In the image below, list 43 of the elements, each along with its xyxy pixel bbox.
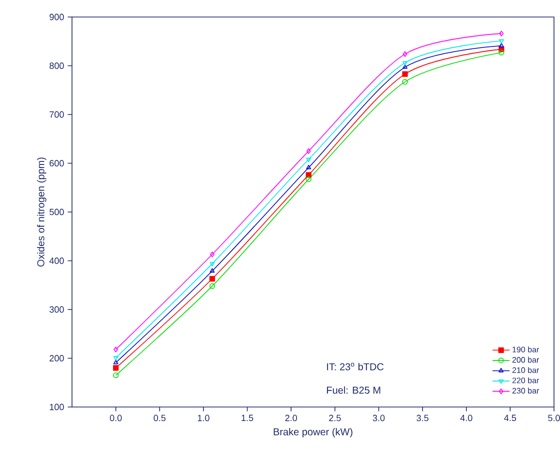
point bbox=[209, 276, 216, 282]
point bbox=[306, 176, 312, 182]
point bbox=[210, 262, 215, 266]
annotation: IT: 23$^{o}$ bTDC bbox=[327, 362, 384, 370]
point bbox=[402, 71, 408, 77]
point bbox=[402, 51, 408, 57]
x-axis-title: Brake power (kW) bbox=[274, 428, 352, 438]
annotation: Fuel: B25 M bbox=[326, 386, 380, 394]
x-tick-label: 3.5 bbox=[416, 414, 428, 422]
y-tick-label: 900 bbox=[50, 14, 64, 20]
point bbox=[306, 164, 312, 170]
x-tick-label: 0.0 bbox=[110, 414, 122, 422]
point bbox=[306, 158, 312, 162]
x-tick-label: 1.5 bbox=[242, 414, 254, 422]
point bbox=[113, 365, 119, 371]
y-tick-label: 200 bbox=[50, 355, 64, 362]
y-tick-label: 700 bbox=[50, 111, 64, 118]
legend-label: 190 bar bbox=[512, 346, 539, 352]
legend-label: 220 bar bbox=[512, 377, 539, 384]
x-tick-label: 5.0 bbox=[548, 414, 560, 422]
legend-label: 210 bar bbox=[512, 367, 539, 373]
y-axis-title: Oxides of nitrogen (ppm) bbox=[37, 158, 46, 267]
x-tick-label: 4.0 bbox=[460, 414, 472, 422]
y-tick-label: 500 bbox=[50, 208, 64, 216]
point bbox=[210, 268, 215, 273]
y-tick-label: 300 bbox=[50, 306, 64, 313]
point bbox=[402, 61, 408, 66]
x-tick-label: 2.0 bbox=[285, 414, 297, 422]
point bbox=[209, 283, 216, 289]
y-tick-label: 100 bbox=[50, 404, 64, 410]
x-tick-label: 4.5 bbox=[504, 414, 516, 422]
x-tick-label: 2.5 bbox=[329, 414, 341, 422]
point bbox=[306, 148, 311, 154]
y-tick-label: 800 bbox=[50, 62, 64, 69]
legend-label: 200 bar bbox=[512, 356, 539, 363]
y-tick-label: 400 bbox=[49, 258, 64, 264]
point bbox=[210, 252, 214, 258]
point bbox=[402, 79, 408, 85]
x-tick-label: 3.0 bbox=[372, 414, 385, 422]
y-tick-label: 600 bbox=[50, 160, 64, 166]
x-tick-label: 1.0 bbox=[198, 414, 210, 422]
legend-label: 230 bar bbox=[512, 388, 539, 394]
x-tick-label: 0.5 bbox=[154, 414, 166, 422]
